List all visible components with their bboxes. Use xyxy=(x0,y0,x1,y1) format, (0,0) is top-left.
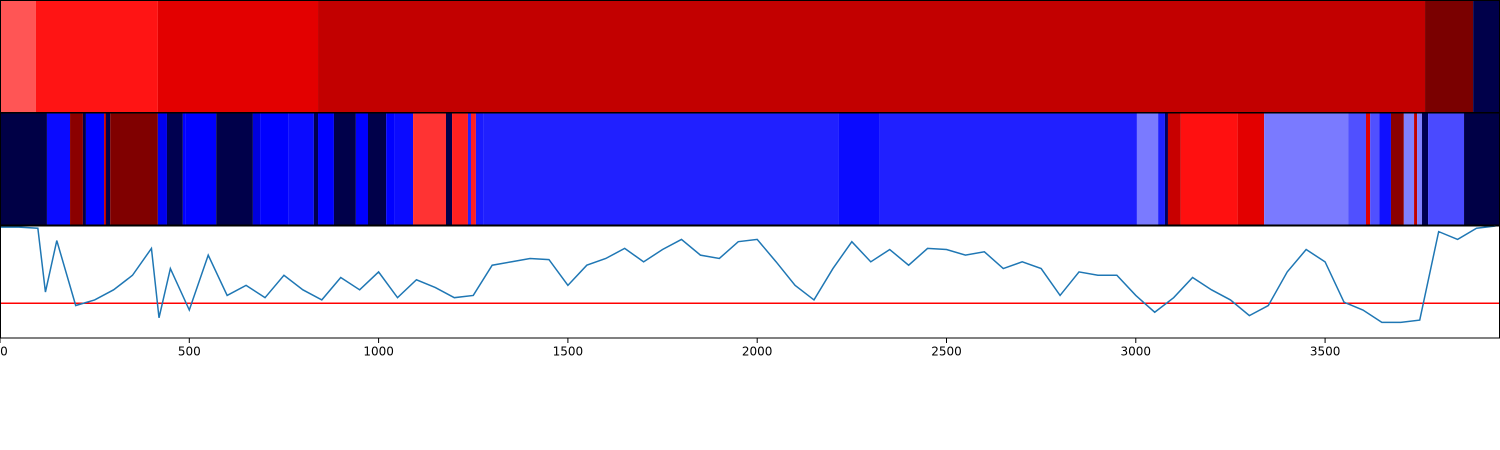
band-segment xyxy=(386,113,395,225)
x-tick-label: 3500 xyxy=(1310,345,1341,359)
band-segment xyxy=(333,113,356,225)
band-segment xyxy=(46,113,71,225)
band-segment xyxy=(260,113,289,225)
x-tick-label: 2000 xyxy=(742,345,773,359)
band-segment xyxy=(394,113,414,225)
x-tick-label: 500 xyxy=(178,345,201,359)
band-segment xyxy=(367,113,387,225)
band-segment xyxy=(252,113,261,225)
band-segment xyxy=(0,113,47,225)
band-segment xyxy=(85,113,105,225)
band-segment xyxy=(313,113,319,225)
band-segment xyxy=(1464,113,1500,225)
x-tick-label: 1000 xyxy=(363,345,394,359)
band-segment xyxy=(288,113,314,225)
x-tick-label: 1500 xyxy=(553,345,584,359)
band-segment xyxy=(1370,113,1380,225)
band-segment xyxy=(318,113,334,225)
band-segment xyxy=(452,113,468,225)
band-segment xyxy=(1237,113,1265,225)
band-segment xyxy=(110,113,158,225)
band-segment xyxy=(1158,113,1165,225)
band-segment xyxy=(838,113,880,225)
x-tick-label: 0 xyxy=(0,345,8,359)
band-segment xyxy=(318,0,1426,113)
band-segment xyxy=(445,113,453,225)
band-segment xyxy=(216,113,253,225)
band-segment xyxy=(1264,113,1349,225)
band-segment xyxy=(1403,113,1415,225)
band-segment xyxy=(1348,113,1366,225)
band-segment xyxy=(467,113,471,225)
band-segment xyxy=(1422,113,1429,225)
band-segment xyxy=(1414,113,1418,225)
band-segment xyxy=(483,113,839,225)
band-segment xyxy=(1425,0,1474,113)
x-tick-label: 2500 xyxy=(931,345,962,359)
band-segment xyxy=(1365,113,1371,225)
band-segment xyxy=(82,113,86,225)
band-segment xyxy=(1180,113,1238,225)
band-segment xyxy=(1473,0,1500,113)
band-segment xyxy=(104,113,107,225)
band-segment xyxy=(182,113,186,225)
band-segment xyxy=(355,113,368,225)
x-tick-label: 3000 xyxy=(1121,345,1152,359)
band-segment xyxy=(185,113,217,225)
band-segment xyxy=(106,113,111,225)
band-segment xyxy=(1390,113,1404,225)
band-segment xyxy=(70,113,83,225)
band-segment xyxy=(879,113,1137,225)
band-segment xyxy=(157,113,167,225)
band-segment xyxy=(166,113,183,225)
data-line xyxy=(0,225,1496,324)
band-segment xyxy=(1428,113,1465,225)
band-segment xyxy=(1379,113,1391,225)
band-segment xyxy=(1136,113,1159,225)
band-segment xyxy=(1164,113,1168,225)
panel-frame xyxy=(0,225,1500,339)
band-segment xyxy=(35,0,158,113)
band-segment xyxy=(413,113,446,225)
band-segment xyxy=(475,113,484,225)
band-segment xyxy=(157,0,319,113)
band-segment xyxy=(0,0,36,113)
band-segment xyxy=(1167,113,1181,225)
band-segment xyxy=(1417,113,1423,225)
band-segment xyxy=(470,113,476,225)
